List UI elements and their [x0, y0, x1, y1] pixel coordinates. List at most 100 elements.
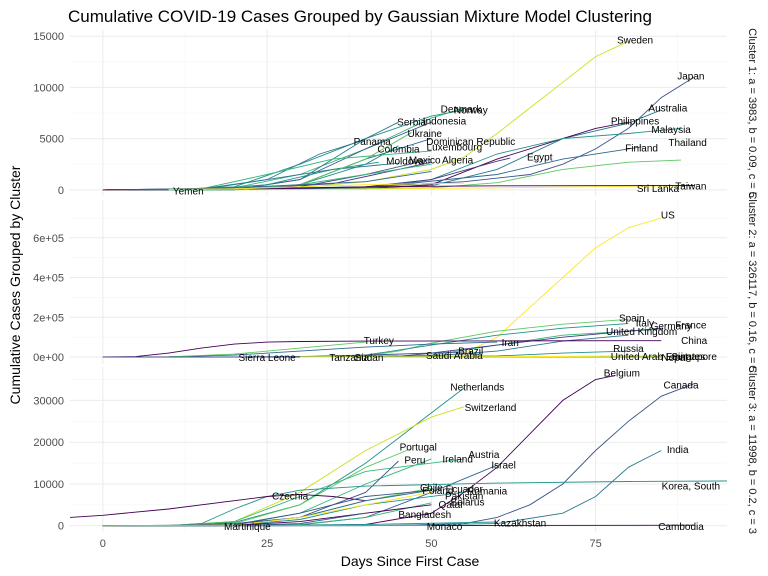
data-label: Colombia [377, 144, 420, 155]
y-tick-label: 15000 [33, 31, 64, 43]
data-label: Moldova [386, 157, 424, 168]
data-label: Switzerland [465, 403, 517, 414]
panel-3: 0 10000 20000 30000 Belgium Canada Netherlands… [33, 365, 758, 534]
series-line-portugal [102, 448, 412, 527]
data-label: Mexico [409, 156, 441, 167]
data-label: US [661, 210, 675, 221]
data-label: Chile [420, 483, 443, 494]
x-axis-title: Days Since First Case [341, 553, 480, 569]
data-label: Norway [454, 105, 488, 116]
data-label: Brazil [458, 347, 483, 358]
series-line-korea-south [102, 480, 728, 527]
data-label: Sweden [617, 36, 653, 47]
series-line-sweden [102, 40, 629, 191]
series-line-china [102, 340, 662, 358]
data-label: Serbia [397, 118, 426, 129]
data-label: China [681, 336, 708, 347]
data-label: Israel [491, 461, 515, 472]
data-label: Ireland [442, 454, 473, 465]
panel-strip-label: Cluster 1: a = 3983, b = 0.09, c = 5 [746, 28, 758, 198]
data-label: Austria [468, 450, 500, 461]
data-label: Germany [651, 322, 692, 333]
panel-strip-label: Cluster 3: a = 11998, b = 0.2, c = 3 [746, 365, 758, 534]
data-label: Indonesia [423, 117, 467, 128]
data-label: Cambodia [658, 522, 704, 533]
data-label: Japan [677, 72, 704, 83]
data-label: Dominican Republic [426, 137, 515, 148]
x-tick-label: 75 [589, 538, 601, 550]
y-tick-label: 30000 [33, 395, 64, 407]
series-line-czechia [69, 493, 366, 518]
data-label: Pakistan [445, 492, 483, 503]
data-label: Tanzania [329, 353, 369, 364]
series-line-canada [102, 383, 695, 527]
y-tick-label: 6e+05 [33, 233, 64, 245]
data-label: Algeria [442, 156, 474, 167]
y-tick-label: 4e+05 [33, 273, 64, 285]
data-label: Sri Lanka [637, 184, 680, 195]
data-label: United Arab Emirates [611, 352, 706, 363]
data-label: Spain [619, 313, 645, 324]
series-line-india [102, 450, 662, 527]
series-line-serbia [102, 121, 399, 191]
data-label: Sierra Leone [238, 353, 296, 364]
data-label: Sudan [354, 353, 383, 364]
data-label: Saudi Arabia [426, 351, 483, 362]
y-tick-label: 10000 [33, 479, 64, 491]
data-label: Ecuador [446, 484, 484, 495]
data-label: Qatar [439, 500, 465, 511]
data-label: Malaysia [651, 125, 691, 136]
x-tick-label: 25 [261, 538, 273, 550]
data-label: Philippines [611, 117, 659, 128]
data-label: Italy [636, 318, 654, 329]
y-tick-label: 0e+00 [33, 352, 64, 364]
y-tick-label: 0 [58, 521, 64, 533]
data-label: Bangladesh [398, 510, 451, 521]
data-label: Russia [613, 344, 644, 355]
data-label: Egypt [527, 153, 553, 164]
series-line-finland [102, 146, 642, 191]
y-axis-title: Cumulative Cases Grouped by Cluster [7, 165, 23, 404]
data-label: Poland [422, 486, 453, 497]
data-label: Australia [648, 103, 687, 114]
data-label: Peru [404, 456, 425, 467]
data-label: Romania [467, 487, 507, 498]
data-label: Korea, South [662, 482, 720, 493]
data-label: Denmark [441, 104, 483, 115]
data-label: Luxembourg [427, 142, 483, 153]
data-label: Taiwan [675, 181, 706, 192]
y-tick-label: 0 [58, 185, 64, 197]
series-line-colombia [102, 145, 399, 191]
panel-2: 0e+00 2e+05 4e+05 6e+05 US SpainItalyGermanyF… [33, 191, 758, 372]
data-label: Finland [625, 143, 658, 154]
data-label: Yemen [173, 186, 204, 197]
data-label: United Kingdom [606, 327, 677, 338]
data-label: Martinique [224, 522, 271, 533]
panel-strip-label: Cluster 2: a = 326117, b = 0.16, c = 5 [746, 191, 758, 372]
y-tick-label: 10000 [33, 82, 64, 94]
data-label: Panama [354, 137, 392, 148]
y-tick-label: 2e+05 [33, 312, 64, 324]
data-label: France [675, 321, 707, 332]
chart-title: Cumulative COVID-19 Cases Grouped by Gau… [68, 7, 652, 26]
data-label: Czechia [272, 492, 309, 503]
data-label: Singapore [671, 352, 717, 363]
panel-1: 0 5000 10000 15000 Sweden Japan Australia Phili… [33, 28, 758, 198]
series-line-panama [102, 139, 366, 191]
series-line-belgium [102, 374, 616, 527]
y-tick-label: 20000 [33, 437, 64, 449]
data-label: Turkey [364, 336, 394, 347]
data-label: Belarus [451, 497, 485, 508]
x-tick-label: 0 [100, 538, 106, 550]
data-label: Kazakhstan [494, 519, 546, 530]
x-tick-label: 50 [425, 538, 437, 550]
data-label: India [667, 445, 689, 456]
data-label: Canada [663, 380, 698, 391]
data-label: Monaco [427, 522, 463, 533]
data-label: Portugal [400, 443, 437, 454]
data-label: Belgium [604, 368, 640, 379]
y-tick-label: 5000 [40, 134, 64, 146]
